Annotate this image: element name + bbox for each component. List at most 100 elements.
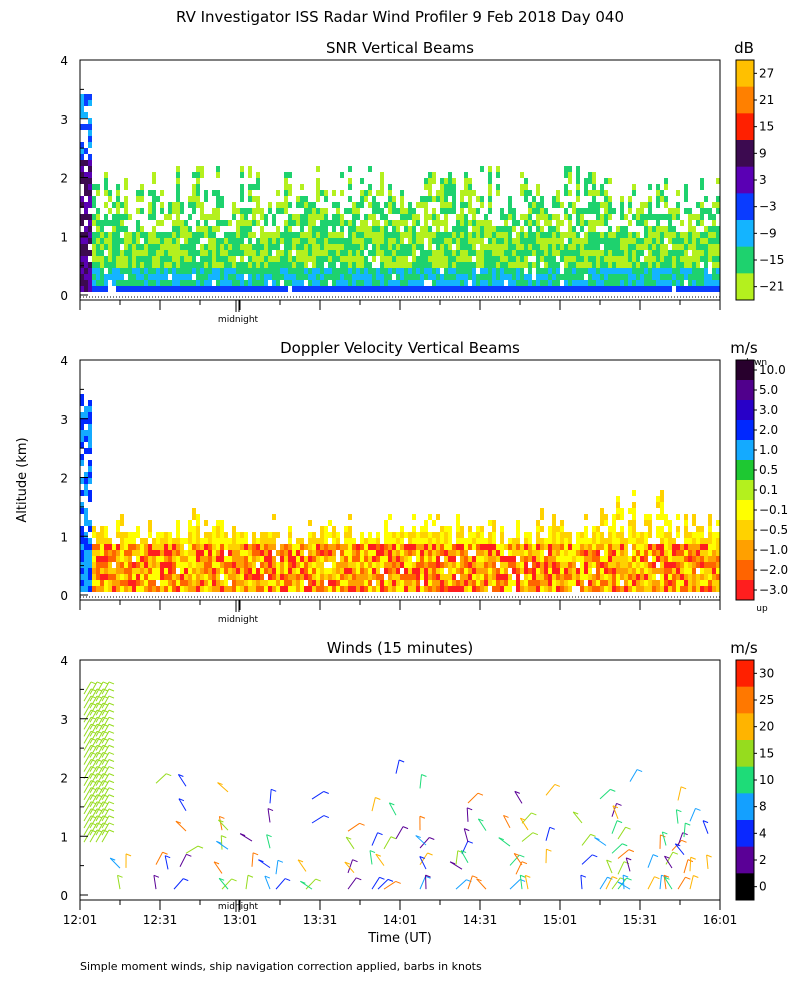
heatmap-cell: [424, 268, 428, 274]
heatmap-cell: [524, 562, 528, 568]
heatmap-cell: [572, 226, 576, 232]
heatmap-cell: [372, 196, 376, 202]
heatmap-cell: [220, 580, 224, 586]
heatmap-cell: [252, 262, 256, 268]
heatmap-cell: [200, 574, 204, 580]
heatmap-cell: [120, 550, 124, 556]
heatmap-cell: [620, 562, 624, 568]
heatmap-cell: [548, 532, 552, 538]
heatmap-cell: [712, 250, 716, 256]
heatmap-cell: [620, 286, 624, 292]
wind-barb-flag: [221, 835, 227, 839]
wind-barb-flag: [96, 780, 103, 784]
heatmap-cell: [92, 250, 96, 256]
heatmap-cell: [104, 184, 108, 190]
heatmap-cell: [600, 544, 604, 550]
heatmap-cell: [252, 550, 256, 556]
heatmap-cell: [464, 214, 468, 220]
heatmap-cell: [512, 208, 516, 214]
wind-barb: [101, 829, 110, 843]
heatmap-cell: [308, 538, 312, 544]
heatmap-cell: [596, 574, 600, 580]
heatmap-cell: [432, 574, 436, 580]
heatmap-cell: [368, 262, 372, 268]
heatmap-cell: [300, 538, 304, 544]
wind-barb: [101, 773, 110, 786]
wind-barb-flag: [102, 822, 109, 826]
heatmap-cell: [684, 580, 688, 586]
wind-barb: [347, 877, 357, 890]
heatmap-cell: [84, 580, 88, 586]
heatmap-cell: [604, 238, 608, 244]
heatmap-cell: [88, 286, 92, 292]
heatmap-cell: [576, 220, 580, 226]
heatmap-cell: [376, 244, 380, 250]
heatmap-cell: [436, 244, 440, 250]
heatmap-cell: [292, 586, 296, 592]
wind-barb: [664, 877, 673, 890]
heatmap-cell: [416, 574, 420, 580]
heatmap-cell: [324, 568, 328, 574]
heatmap-cell: [560, 544, 564, 550]
heatmap-cell: [392, 262, 396, 268]
wind-barb-flag: [346, 836, 352, 840]
heatmap-cell: [240, 172, 244, 178]
heatmap-cell: [712, 232, 716, 238]
heatmap-cell: [416, 232, 420, 238]
heatmap-cell: [204, 268, 208, 274]
wind-barb-flag: [467, 840, 473, 844]
heatmap-cell: [436, 268, 440, 274]
heatmap-cell: [360, 244, 364, 250]
heatmap-cell: [620, 232, 624, 238]
heatmap-cell: [256, 556, 260, 562]
wind-barb: [95, 822, 104, 836]
heatmap-cell: [580, 262, 584, 268]
heatmap-cell: [336, 274, 340, 280]
heatmap-cell: [584, 178, 588, 184]
heatmap-cell: [528, 544, 532, 550]
heatmap-cell: [88, 568, 92, 574]
heatmap-cell: [696, 232, 700, 238]
heatmap-cell: [600, 232, 604, 238]
heatmap-cell: [688, 550, 692, 556]
heatmap-cell: [560, 202, 564, 208]
wind-barb: [503, 815, 511, 829]
heatmap-cell: [660, 586, 664, 592]
heatmap-cell: [356, 244, 360, 250]
wind-barb-flag: [108, 815, 115, 819]
heatmap-cell: [496, 184, 500, 190]
heatmap-cell: [212, 580, 216, 586]
heatmap-cell: [524, 286, 528, 292]
heatmap-cell: [440, 580, 444, 586]
heatmap-cell: [100, 544, 104, 550]
wind-barb: [155, 773, 167, 784]
heatmap-cell: [544, 244, 548, 250]
heatmap-cell: [216, 244, 220, 250]
heatmap-cell: [396, 550, 400, 556]
heatmap-cell: [700, 556, 704, 562]
heatmap-cell: [584, 544, 588, 550]
heatmap-cell: [472, 226, 476, 232]
heatmap-cell: [608, 178, 612, 184]
heatmap-cell: [436, 220, 440, 226]
heatmap-cell: [684, 550, 688, 556]
heatmap-cell: [516, 250, 520, 256]
heatmap-cell: [480, 244, 484, 250]
heatmap-cell: [652, 286, 656, 292]
wind-barb-flag: [96, 730, 103, 734]
heatmap-cell: [500, 214, 504, 220]
heatmap-cell: [236, 562, 240, 568]
wind-barb-flag: [525, 874, 531, 878]
heatmap-cell: [100, 526, 104, 532]
heatmap-cell: [244, 262, 248, 268]
heatmap-cell: [92, 544, 96, 550]
heatmap-cell: [644, 232, 648, 238]
heatmap-cell: [260, 256, 264, 262]
heatmap-cell: [92, 262, 96, 268]
heatmap-cell: [660, 262, 664, 268]
heatmap-cell: [556, 544, 560, 550]
heatmap-cell: [332, 544, 336, 550]
heatmap-cell: [284, 202, 288, 208]
heatmap-cell: [632, 256, 636, 262]
heatmap-cell: [380, 208, 384, 214]
